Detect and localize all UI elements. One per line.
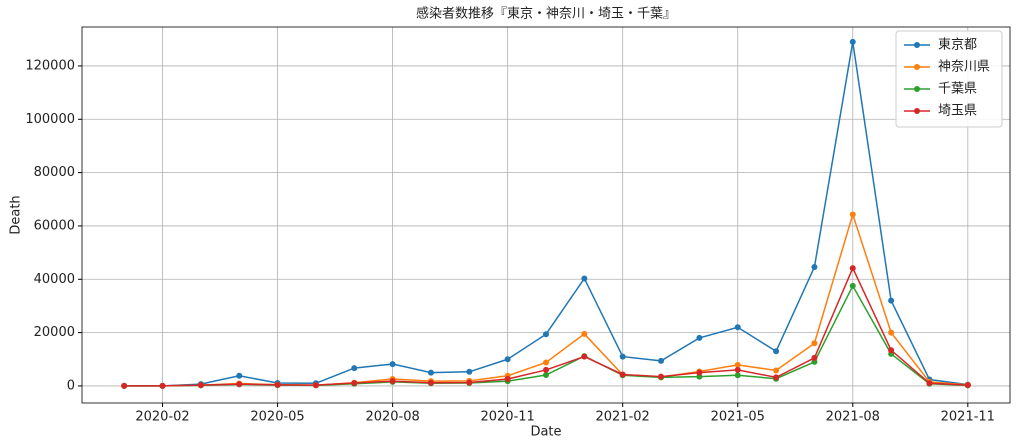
data-point: [734, 372, 741, 379]
y-tick-label: 0: [67, 378, 75, 393]
data-point: [351, 380, 358, 386]
data-point: [696, 369, 703, 376]
data-point: [658, 373, 665, 380]
data-point: [658, 357, 665, 364]
data-point: [619, 353, 626, 360]
data-point: [466, 379, 473, 386]
data-point: [389, 378, 396, 385]
y-axis-label: Death: [9, 195, 24, 234]
data-point: [543, 331, 549, 338]
x-tick-label: 2021-08: [826, 410, 880, 425]
y-tick-label: 60000: [34, 218, 75, 233]
y-tick-label: 120000: [25, 58, 75, 73]
x-tick-label: 2021-11: [941, 410, 995, 425]
data-point: [466, 368, 473, 375]
data-point: [734, 361, 741, 368]
data-point: [197, 382, 204, 389]
legend-marker: [914, 64, 920, 70]
x-axis-label: Date: [530, 425, 561, 440]
data-point: [888, 347, 895, 354]
data-point: [581, 353, 588, 360]
data-point: [811, 264, 818, 270]
data-point: [427, 379, 434, 386]
y-tick-label: 100000: [25, 112, 75, 127]
x-tick-label: 2021-02: [596, 410, 650, 425]
x-tick-label: 2020-05: [250, 410, 304, 425]
y-tick-label: 20000: [34, 325, 75, 340]
legend-label: 埼玉県: [938, 104, 977, 119]
legend-marker: [914, 86, 920, 92]
data-point: [389, 361, 396, 368]
x-tick-label: 2021-05: [711, 410, 765, 425]
legend-marker: [914, 108, 920, 114]
data-point: [504, 376, 511, 382]
data-point: [427, 369, 434, 376]
data-point: [312, 382, 319, 389]
x-tick-label: 2020-02: [135, 410, 189, 425]
data-point: [964, 382, 971, 389]
data-point: [888, 329, 895, 336]
data-point: [849, 282, 856, 289]
data-point: [581, 275, 588, 282]
plot-frame: [81, 26, 1011, 404]
y-tick-label: 40000: [34, 272, 75, 287]
data-point: [121, 382, 128, 389]
data-point: [926, 380, 933, 387]
data-point: [773, 374, 780, 381]
data-point: [849, 211, 856, 218]
legend-box: [895, 30, 1003, 128]
data-point: [159, 382, 166, 389]
data-point: [274, 381, 281, 388]
data-point: [811, 340, 818, 347]
data-point: [543, 372, 549, 378]
legend-label: 東京都: [938, 37, 977, 53]
y-tick-label: 80000: [34, 165, 75, 180]
data-point: [236, 381, 243, 388]
data-point: [888, 297, 895, 304]
data-point: [351, 365, 358, 372]
data-point: [811, 354, 818, 361]
x-tick-label: 2020-11: [480, 410, 534, 425]
data-point: [581, 330, 588, 337]
data-point: [696, 334, 703, 341]
legend-label: 神奈川県: [938, 60, 990, 75]
data-point: [849, 38, 856, 45]
chart-title: 感染者数推移『東京・神奈川・埼玉・千葉』: [416, 6, 676, 22]
legend-marker: [914, 42, 920, 48]
x-tick-label: 2020-08: [365, 410, 419, 425]
data-point: [619, 371, 626, 378]
data-point: [773, 348, 780, 355]
data-point: [543, 359, 549, 366]
data-point: [734, 324, 741, 331]
data-point: [849, 265, 856, 272]
data-point: [504, 356, 511, 363]
data-point: [734, 366, 741, 373]
data-point: [236, 372, 243, 379]
data-point: [543, 366, 549, 373]
data-point: [773, 367, 780, 374]
legend-label: 千葉県: [938, 82, 977, 97]
